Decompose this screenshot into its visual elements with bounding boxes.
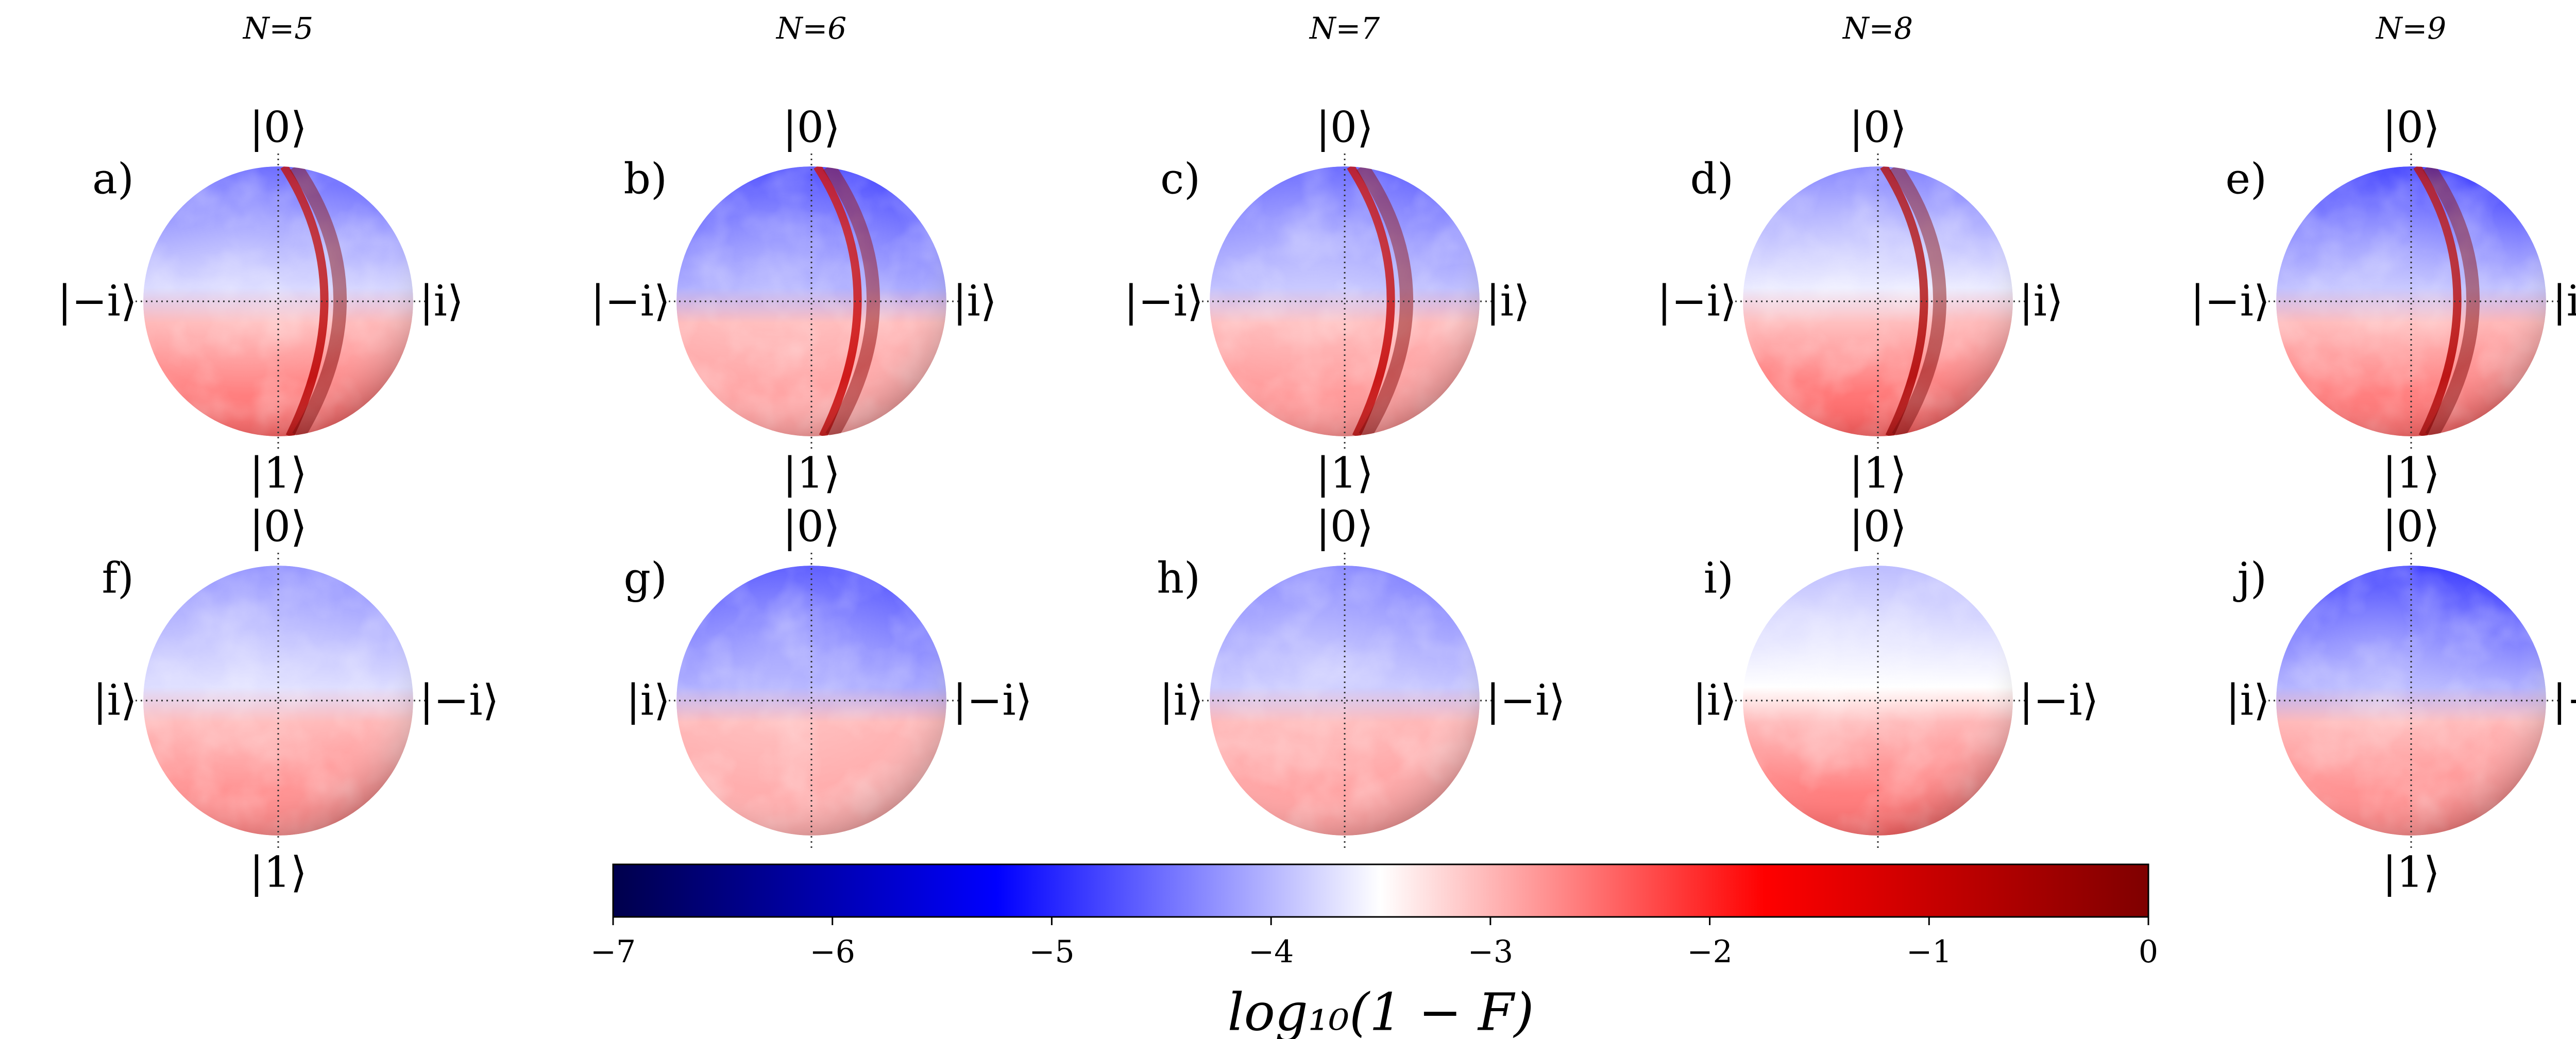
- ket-top: |0⟩: [1849, 104, 1907, 152]
- ket-left: |i⟩: [93, 676, 137, 725]
- sphere-shading: [676, 566, 946, 836]
- ket-top: |0⟩: [249, 503, 307, 552]
- ket-bottom: |1⟩: [249, 848, 307, 897]
- ket-right: |i⟩: [419, 277, 464, 326]
- panel-label: b): [624, 155, 667, 204]
- colorbar: −7 −6 −5 −4 −3 −2 −1 0 log₁₀(1 − F): [590, 863, 2158, 1039]
- ket-right: |i⟩: [953, 277, 997, 326]
- ket-left: |−i⟩: [57, 277, 137, 326]
- panel-f: |0⟩ |1⟩ |i⟩ |−i⟩ f): [93, 503, 499, 897]
- colorbar-bar: [612, 863, 2149, 918]
- colorbar-tick-label: −2: [1687, 934, 1732, 970]
- column-title: N=8: [1842, 11, 1913, 46]
- column-title: N=5: [242, 11, 313, 46]
- ket-top: |0⟩: [2382, 503, 2440, 552]
- sphere-shading: [676, 166, 946, 436]
- colorbar-tick-label: −5: [1029, 934, 1074, 970]
- ket-left: |i⟩: [626, 676, 670, 725]
- colorbar-label: log₁₀(1 − F): [1228, 982, 1534, 1039]
- ket-right: |i⟩: [1486, 277, 1530, 326]
- colorbar-tick-label: 0: [2139, 934, 2158, 970]
- sphere-shading: [1743, 166, 2013, 436]
- ket-bottom: |1⟩: [783, 449, 840, 498]
- colorbar-tick-label: −6: [809, 934, 855, 970]
- ket-top: |0⟩: [783, 503, 840, 552]
- bloch-sphere: [1743, 166, 2013, 436]
- sphere-shading: [143, 166, 413, 436]
- sphere-shading: [143, 566, 413, 836]
- column-title: N=9: [2375, 11, 2446, 46]
- sphere-shading: [2276, 166, 2546, 436]
- ket-right: |−i⟩: [1486, 676, 1566, 725]
- panel-label: h): [1157, 554, 1200, 603]
- panel-label: c): [1160, 155, 1200, 204]
- panel-j: |0⟩ |1⟩ |i⟩ |−i⟩ j): [2226, 503, 2576, 897]
- panel-h: |0⟩ |i⟩ |−i⟩ h): [1157, 503, 1566, 848]
- sphere-shading: [1210, 166, 1480, 436]
- sphere-shading: [1210, 566, 1480, 836]
- ket-top: |0⟩: [249, 104, 307, 152]
- ket-right: |i⟩: [2019, 277, 2063, 326]
- panel-e: |0⟩ |1⟩ |−i⟩ |i⟩ e): [2190, 104, 2576, 498]
- sphere-shading: [2276, 566, 2546, 836]
- ket-bottom: |1⟩: [249, 449, 307, 498]
- panel-a: |0⟩ |1⟩ |−i⟩ |i⟩ a): [57, 104, 463, 498]
- ket-right: |−i⟩: [2019, 676, 2099, 725]
- panel-label: f): [102, 554, 134, 603]
- ket-left: |−i⟩: [1657, 277, 1737, 326]
- panel-g: |0⟩ |i⟩ |−i⟩ g): [624, 503, 1032, 848]
- ket-left: |i⟩: [1692, 676, 1737, 725]
- colorbar-tick-label: −7: [590, 934, 636, 970]
- panel-label: d): [1690, 155, 1734, 204]
- ket-top: |0⟩: [1316, 503, 1374, 552]
- colorbar-tick-label: −4: [1248, 934, 1294, 970]
- panel-label: j): [2233, 554, 2267, 603]
- ket-right: |−i⟩: [953, 676, 1032, 725]
- ket-left: |−i⟩: [1124, 277, 1204, 326]
- panel-label: a): [92, 155, 134, 204]
- ket-bottom: |1⟩: [2382, 449, 2440, 498]
- ket-bottom: |1⟩: [1316, 449, 1374, 498]
- ket-top: |0⟩: [1849, 503, 1907, 552]
- ket-left: |−i⟩: [2190, 277, 2270, 326]
- bloch-sphere: [2276, 166, 2546, 436]
- colorbar-tick-label: −1: [1906, 934, 1952, 970]
- colorbar-tick-label: −3: [1468, 934, 1513, 970]
- panel-label: g): [624, 554, 667, 603]
- panel-i: |0⟩ |i⟩ |−i⟩ i): [1692, 503, 2099, 848]
- panel-label: i): [1704, 554, 1734, 603]
- panel-c: |0⟩ |1⟩ |−i⟩ |i⟩ c): [1124, 104, 1530, 498]
- column-title: N=7: [1309, 11, 1380, 46]
- ket-right: |i⟩: [2552, 277, 2576, 326]
- ket-bottom: |1⟩: [1849, 449, 1907, 498]
- panel-label: e): [2225, 155, 2267, 204]
- ket-left: |i⟩: [1159, 676, 1204, 725]
- ket-bottom: |1⟩: [2382, 848, 2440, 897]
- ket-left: |−i⟩: [590, 277, 670, 326]
- sphere-shading: [1743, 566, 2013, 836]
- panel-b: |0⟩ |1⟩ |−i⟩ |i⟩ b): [590, 104, 996, 498]
- ket-right: |−i⟩: [419, 676, 499, 725]
- panel-d: |0⟩ |1⟩ |−i⟩ |i⟩ d): [1657, 104, 2063, 498]
- sphere-panels: |0⟩ |1⟩ |−i⟩ |i⟩ a) |0⟩ |1⟩ |−i⟩ |i⟩ b) |0⟩ |1⟩ |−i⟩…: [57, 104, 2576, 897]
- column-titles: N=5 N=6 N=7 N=8 N=9: [242, 11, 2446, 46]
- ket-left: |i⟩: [2226, 676, 2270, 725]
- column-title: N=6: [775, 11, 846, 46]
- ket-right: |−i⟩: [2552, 676, 2576, 725]
- ket-top: |0⟩: [2382, 104, 2440, 152]
- ket-top: |0⟩: [783, 104, 840, 152]
- ket-top: |0⟩: [1316, 104, 1374, 152]
- bloch-sphere: [1210, 566, 1480, 836]
